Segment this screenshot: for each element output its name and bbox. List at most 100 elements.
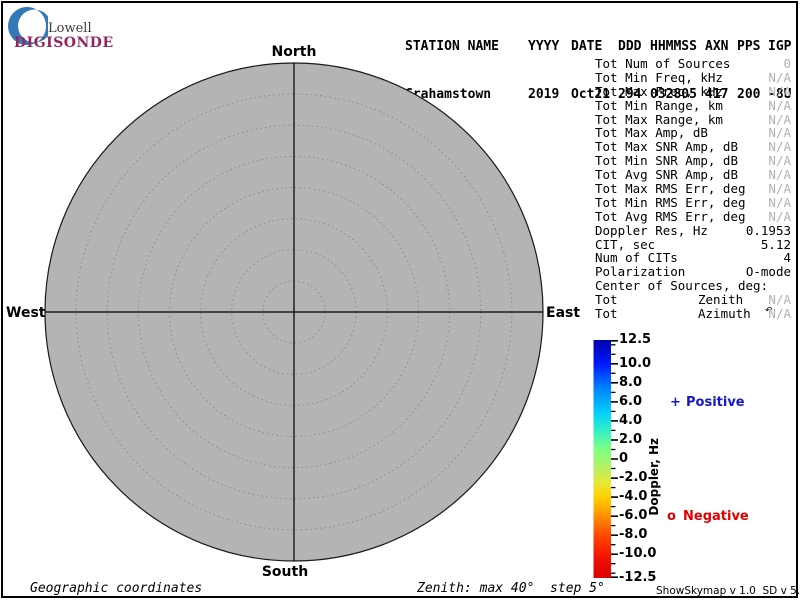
stat-label: Tot Max RMS Err, deg — [595, 181, 746, 197]
stat-row: Tot Max SNR Amp, dB N/A — [595, 140, 793, 154]
stat-value: 5.12 — [760, 236, 791, 252]
stat-label: Tot Avg SNR Amp, dB — [595, 167, 738, 183]
stat-row: Tot Min RMS Err, deg N/A — [595, 196, 793, 210]
header-value: -8U — [768, 87, 792, 102]
header-col-hhmmss: HHMMSS 032805 — [650, 7, 697, 135]
stat-row: Tot Max Range, km N/A — [595, 111, 793, 127]
header-value: 294 — [618, 87, 642, 102]
stat-row: Tot Avg RMS Err, deg N/A — [595, 208, 793, 224]
colorbar-tick: 10.0 — [619, 355, 652, 371]
stat-label: Tot Max SNR Amp, dB — [595, 139, 738, 155]
stat-row: Tot Max Freq, kHz N/A — [595, 83, 793, 99]
header-label: HHMMSS — [650, 39, 697, 54]
stat-value: N/A — [768, 306, 791, 322]
header-label: PPS — [737, 39, 761, 54]
header-col-igp: IGP -8U — [768, 7, 799, 135]
colorbar-tick: 12.5 — [619, 332, 652, 347]
stat-value: N/A — [768, 181, 791, 197]
colorbar-tick: 2.0 — [619, 432, 643, 447]
stat-label: Tot — [595, 292, 618, 308]
header-value: 2019 — [528, 87, 560, 102]
stat-row: Tot Max Amp, dB N/A — [595, 126, 793, 140]
stat-value: N/A — [768, 69, 791, 85]
colorbar-tick: -10.0 — [619, 546, 657, 562]
footer-coordinate-system: Geographic coordinates — [30, 581, 203, 596]
stat-label: Tot Max Amp, dB — [595, 125, 708, 141]
header-col-axn: AXN 417 — [705, 7, 736, 135]
compass-south-label: South — [261, 564, 309, 580]
compass-west-label: West — [6, 305, 46, 321]
colorbar-tick: 0 — [619, 451, 629, 466]
brand-digisonde: DIGISONDE — [14, 35, 114, 51]
header-value: Oct21 — [571, 87, 611, 102]
stat-row: Tot Min Freq, kHz N/A — [595, 69, 793, 85]
stat-value: O-mode — [745, 264, 791, 280]
colorbar-gradient — [593, 340, 611, 578]
compass-east-label: East — [546, 305, 581, 321]
colorbar-tick: -4.0 — [619, 489, 648, 505]
header-col-ddd: DDD 294 — [618, 7, 649, 135]
stat-label: Tot Max Range, km — [595, 111, 723, 127]
compass-north-label: North — [271, 44, 317, 60]
stat-value: N/A — [768, 194, 791, 210]
stat-value: N/A — [768, 111, 791, 127]
stat-sublabel: Zenith — [698, 292, 744, 308]
stat-value: N/A — [768, 125, 791, 141]
plus-marker-icon: + — [670, 395, 681, 410]
stat-label: Tot Min SNR Amp, dB — [595, 153, 738, 169]
stat-label: Tot — [595, 306, 618, 322]
footer-zenith-note: Zenith: max 40° step 5° — [417, 581, 605, 596]
crescent-icon — [8, 7, 48, 45]
stat-label: CIT, sec — [595, 236, 656, 252]
stat-label: Polarization — [595, 264, 686, 280]
stat-label: Doppler Res, Hz — [595, 222, 708, 238]
header-label: IGP — [768, 39, 792, 54]
colorbar-major-ticks — [611, 339, 618, 579]
stat-label: Tot Min Range, km — [595, 97, 723, 113]
header-label: YYYY — [528, 39, 560, 54]
header-value: 200 — [737, 87, 761, 102]
stat-row: Num of CITs 4 — [595, 251, 793, 265]
azimuth-arrow-icon: ↶ — [765, 306, 773, 317]
stat-value: N/A — [768, 139, 791, 155]
stat-label: Center of Sources, deg: — [595, 278, 769, 294]
stat-value: N/A — [768, 208, 791, 224]
colorbar-tick: 6.0 — [619, 393, 643, 409]
stats-panel: Tot Num of Sources 0 Tot Min Freq, kHz N/A… — [595, 57, 793, 321]
stat-row: Doppler Res, Hz 0.1953 — [595, 222, 793, 238]
stat-label: Tot Num of Sources — [595, 56, 731, 71]
lowell-digisonde-logo: Lowell DIGISONDE — [8, 4, 158, 51]
stat-row: CIT, sec 5.12 — [595, 236, 793, 252]
stat-row: Tot Num of Sources 0 — [595, 57, 793, 71]
stat-row: Center of Sources, deg: — [595, 279, 793, 293]
header-value: 417 — [705, 87, 729, 102]
header-label: DDD — [618, 39, 642, 54]
stat-value: N/A — [768, 97, 791, 113]
header-label: AXN — [705, 39, 729, 54]
brand-lowell: Lowell — [48, 21, 92, 36]
legend-positive-label: Positive — [686, 395, 745, 410]
colorbar-tick: -8.0 — [619, 527, 648, 543]
header-label: STATION NAME — [405, 39, 499, 54]
header-label: DATE — [571, 39, 603, 54]
footer-version: ShowSkymap v 1.0 SD v 5.1 — [656, 585, 800, 597]
header-value: 032805 — [650, 87, 697, 102]
stat-label: Tot Max Freq, kHz — [595, 83, 723, 99]
stat-value: N/A — [768, 83, 791, 99]
crosshair — [45, 63, 543, 561]
colorbar-tick: -12.5 — [619, 569, 657, 585]
stat-value: 4 — [783, 250, 791, 266]
stat-value: 0.1953 — [745, 222, 791, 238]
stat-row: Tot Zenith N/A — [595, 293, 793, 307]
stat-row: Tot Min Range, km N/A — [595, 97, 793, 113]
legend-negative-label: Negative — [683, 509, 749, 524]
header-col-date: DATE Oct21 — [571, 7, 610, 135]
stat-value: N/A — [768, 153, 791, 169]
header-value: Grahamstown — [405, 87, 492, 102]
stat-label: Num of CITs — [595, 250, 678, 266]
colorbar-tick: 8.0 — [619, 374, 643, 390]
colorbar-tick: 4.0 — [619, 412, 643, 428]
stat-sublabel: Azimuth — [698, 306, 751, 322]
